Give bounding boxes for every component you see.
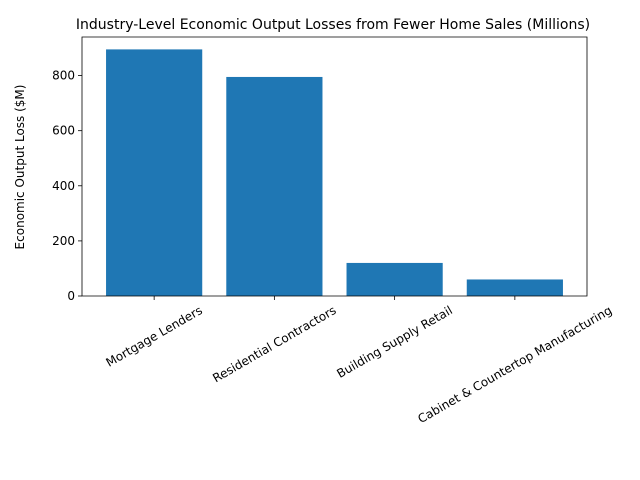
y-tick-label: 0 (67, 289, 75, 303)
x-tick-label: Cabinet & Countertop Manufacturing (415, 303, 614, 426)
y-tick-label: 200 (52, 234, 75, 248)
axes-frame (81, 36, 588, 297)
x-tick-label: Building Supply Retail (334, 303, 455, 381)
x-tick-label: Mortgage Lenders (104, 303, 205, 370)
bar (106, 49, 203, 296)
y-tick-label: 600 (52, 124, 75, 138)
y-tick-label: 400 (52, 179, 75, 193)
x-tick-label: Residential Contractors (210, 303, 338, 385)
bar (346, 262, 443, 296)
y-tick-label: 800 (52, 69, 75, 83)
chart-title: Industry-Level Economic Output Losses fr… (76, 17, 590, 33)
bar (466, 279, 563, 296)
y-axis-label: Economic Output Loss ($M) (13, 85, 27, 250)
bar (226, 76, 323, 297)
